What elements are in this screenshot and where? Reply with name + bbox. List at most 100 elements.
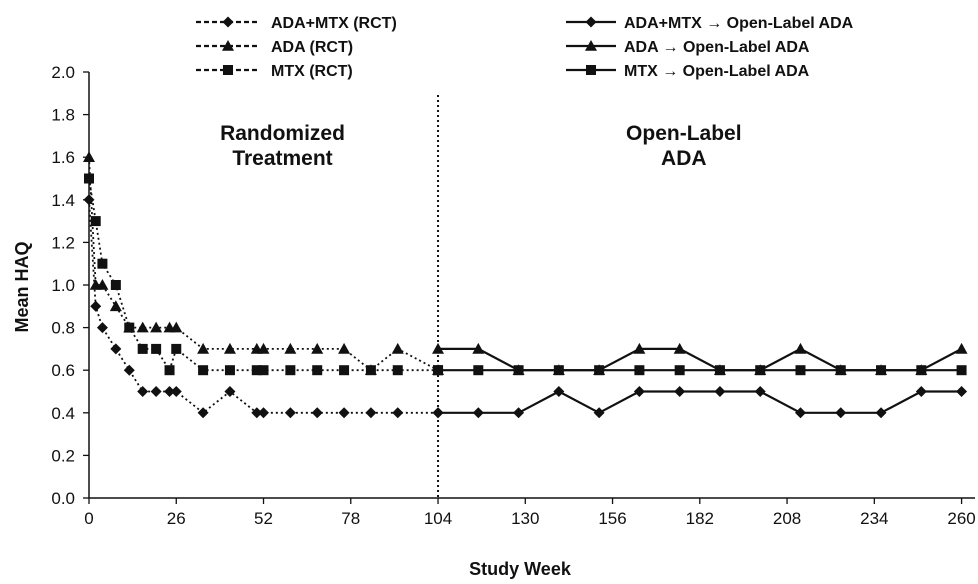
- y-tick-label: 0.4: [51, 404, 75, 423]
- data-point: [594, 365, 605, 376]
- series-line: [88, 178, 439, 373]
- legend-label: ADA+MTX → Open-Label ADA: [624, 15, 854, 32]
- x-tick-label: 260: [947, 509, 975, 528]
- legend-label: ADA (RCT): [271, 39, 353, 56]
- data-point: [84, 173, 94, 184]
- data-point: [472, 407, 484, 419]
- series-1: [83, 194, 444, 419]
- data-point: [110, 343, 122, 355]
- data-point: [251, 407, 263, 419]
- data-point: [433, 365, 444, 376]
- phase-label: ADA: [661, 147, 707, 170]
- x-tick-label: 234: [860, 509, 888, 528]
- data-point: [674, 386, 686, 397]
- data-point: [432, 407, 444, 419]
- data-point: [392, 365, 403, 376]
- data-point: [171, 343, 182, 354]
- x-axis-title: Study Week: [469, 559, 572, 579]
- y-tick-label: 1.2: [51, 233, 75, 252]
- data-point: [553, 365, 564, 376]
- legend-marker: [585, 40, 597, 51]
- data-point: [198, 365, 209, 376]
- data-point: [876, 365, 887, 376]
- data-point: [96, 322, 108, 334]
- y-tick-label: 0.8: [51, 319, 75, 338]
- data-point: [150, 386, 162, 397]
- data-point: [110, 280, 121, 290]
- data-point: [151, 343, 162, 354]
- data-point: [472, 342, 485, 354]
- phase-label: Randomized: [220, 122, 345, 145]
- y-tick-label: 0.6: [51, 361, 75, 380]
- series-line: [88, 199, 439, 414]
- x-tick-label: 52: [254, 509, 273, 528]
- data-point: [673, 342, 686, 354]
- data-point: [553, 386, 565, 397]
- data-point: [137, 386, 149, 397]
- data-point: [258, 407, 270, 419]
- data-point: [123, 364, 135, 376]
- y-tick-label: 0.0: [51, 489, 75, 508]
- legend-marker: [222, 16, 234, 28]
- data-point: [96, 279, 109, 290]
- data-point: [835, 407, 847, 419]
- data-point: [197, 407, 209, 419]
- data-point: [795, 365, 806, 376]
- data-point: [285, 365, 296, 376]
- legend-label: ADA+MTX (RCT): [271, 15, 397, 32]
- data-point: [109, 300, 122, 312]
- x-tick-label: 182: [686, 509, 714, 528]
- data-point: [754, 386, 766, 397]
- data-point: [875, 407, 887, 419]
- data-point: [257, 342, 270, 354]
- data-point: [338, 342, 351, 354]
- data-point: [124, 322, 135, 333]
- data-point: [473, 365, 484, 376]
- series-layer: [83, 151, 968, 419]
- series-line: [88, 157, 439, 372]
- y-tick-label: 0.2: [51, 446, 75, 465]
- data-point: [338, 407, 350, 419]
- data-point: [956, 365, 967, 376]
- data-point: [136, 321, 149, 333]
- data-point: [284, 342, 297, 354]
- legend-label: MTX (RCT): [271, 63, 353, 80]
- data-point: [513, 365, 524, 376]
- data-point: [634, 365, 645, 376]
- data-point: [164, 365, 175, 376]
- data-point: [137, 343, 148, 354]
- data-point: [83, 151, 95, 162]
- data-point: [251, 365, 262, 376]
- series-4: [432, 386, 968, 419]
- data-point: [365, 365, 376, 376]
- phase-label: Treatment: [232, 147, 332, 170]
- y-axis-title: Mean HAQ: [12, 241, 32, 332]
- series-3: [84, 173, 444, 376]
- data-point: [391, 342, 404, 354]
- y-tick-label: 2.0: [51, 63, 75, 82]
- data-point: [311, 342, 324, 354]
- data-point: [955, 342, 968, 354]
- data-point: [365, 407, 377, 419]
- data-point: [956, 386, 968, 397]
- data-point: [312, 365, 323, 376]
- data-point: [311, 407, 323, 419]
- data-point: [593, 407, 605, 419]
- data-point: [224, 365, 235, 376]
- x-tick-label: 156: [598, 509, 626, 528]
- series-6: [433, 365, 967, 376]
- x-tick-label: 0: [84, 509, 93, 528]
- y-tick-label: 1.0: [51, 276, 75, 295]
- data-point: [90, 216, 101, 227]
- data-point: [392, 407, 404, 419]
- data-point: [224, 386, 236, 397]
- y-tick-label: 1.6: [51, 148, 75, 167]
- data-point: [170, 386, 182, 397]
- data-point: [258, 365, 269, 376]
- data-point: [97, 258, 108, 269]
- data-point: [197, 342, 210, 354]
- legend-marker: [586, 65, 596, 75]
- data-point: [674, 365, 685, 376]
